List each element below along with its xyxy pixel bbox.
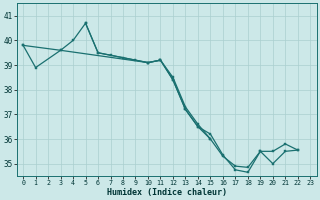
X-axis label: Humidex (Indice chaleur): Humidex (Indice chaleur) bbox=[107, 188, 227, 197]
